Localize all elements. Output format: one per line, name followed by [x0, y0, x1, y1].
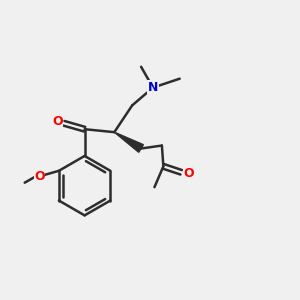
Text: O: O [34, 170, 45, 183]
Text: O: O [183, 167, 194, 180]
Text: O: O [52, 115, 63, 128]
Text: N: N [148, 81, 158, 94]
Polygon shape [114, 132, 143, 152]
